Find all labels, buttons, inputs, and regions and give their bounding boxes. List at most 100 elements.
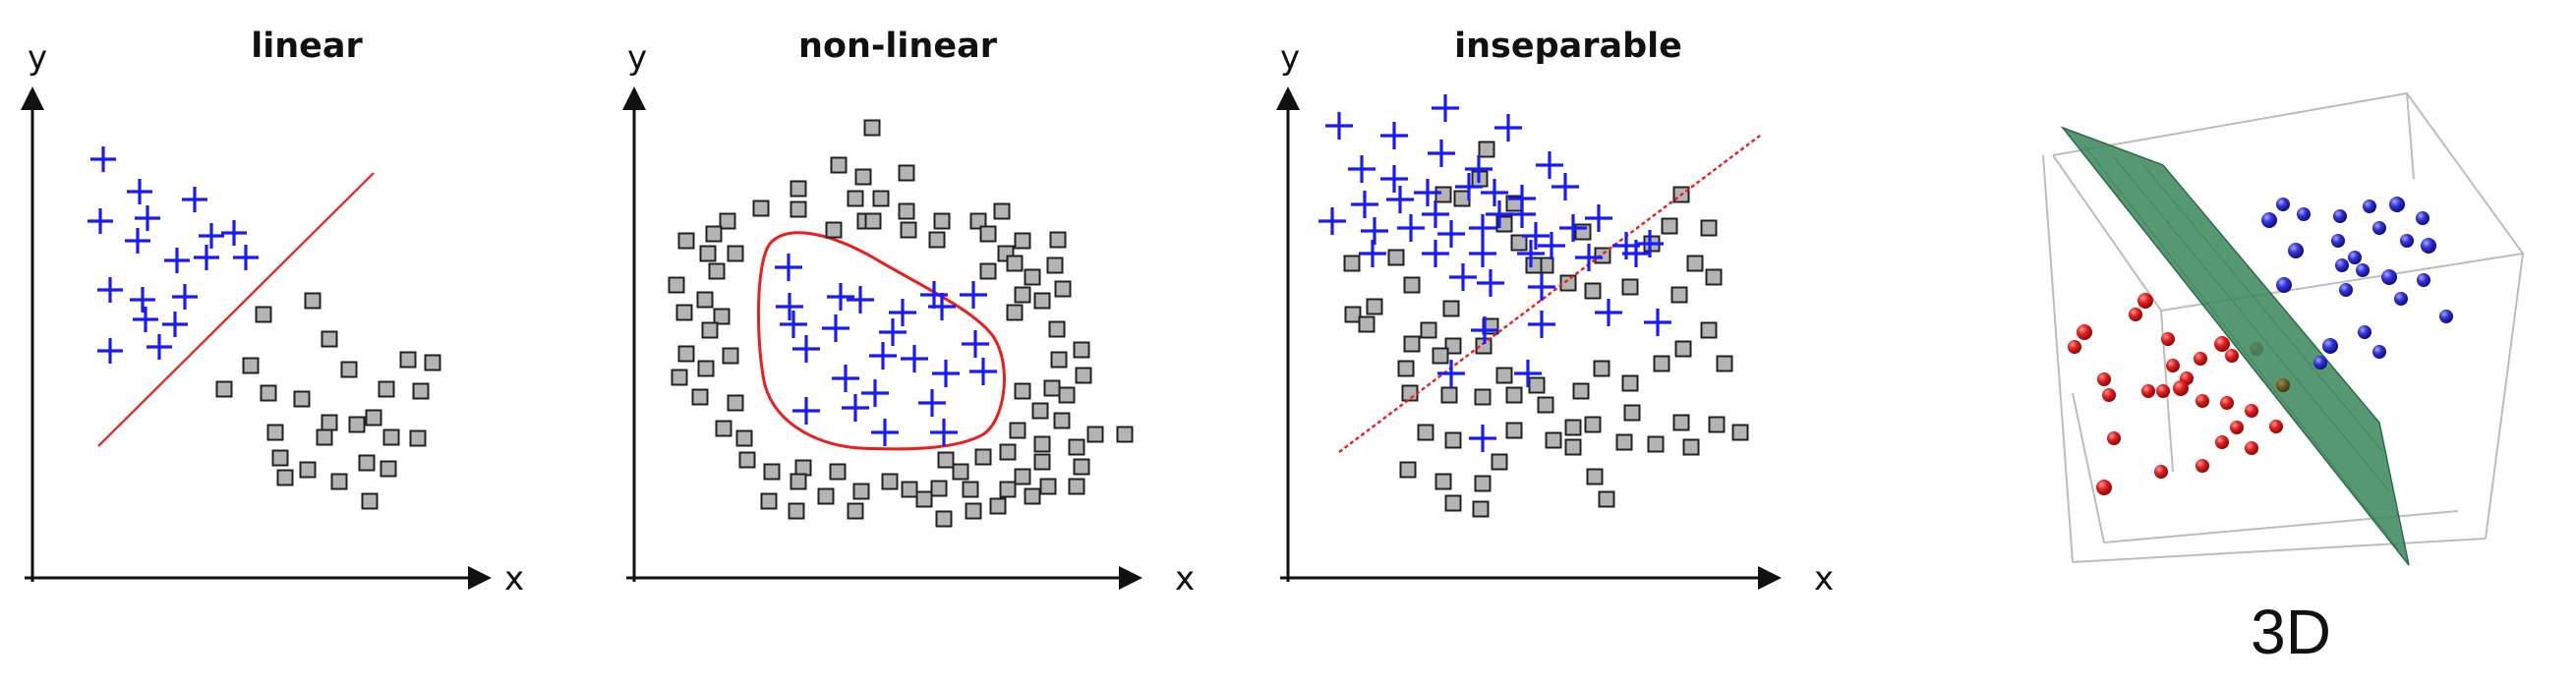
red-sphere-point: [2141, 384, 2155, 398]
square-marker: [1014, 468, 1031, 485]
plus-marker: [1522, 222, 1550, 250]
red-sphere-point: [2245, 404, 2258, 418]
square-marker: [1358, 315, 1376, 333]
square-marker: [974, 448, 992, 466]
plus-marker: [182, 187, 207, 212]
square-marker: [1495, 367, 1513, 384]
square-marker: [930, 480, 948, 497]
square-marker: [900, 221, 917, 239]
square-marker: [1024, 487, 1041, 505]
square-marker: [830, 156, 848, 174]
square-marker: [1440, 386, 1458, 404]
plane-grid-line: [2083, 144, 2400, 551]
plus-marker: [125, 228, 150, 254]
square-marker: [668, 276, 685, 294]
square-marker: [1621, 374, 1639, 392]
red-sphere-point: [2077, 324, 2092, 340]
plus-marker: [1517, 240, 1545, 267]
square-marker: [409, 429, 427, 447]
square-class-points: [215, 292, 441, 510]
square-marker: [321, 330, 338, 348]
plus-marker: [901, 345, 928, 372]
square-marker: [696, 291, 714, 309]
square-marker: [854, 168, 872, 186]
square-marker: [790, 473, 807, 490]
square-marker: [1043, 379, 1061, 397]
blue-sphere-point: [2297, 207, 2311, 221]
square-marker: [1653, 355, 1670, 372]
square-marker: [1686, 255, 1704, 272]
separating-plane-surface: [2060, 126, 2410, 566]
blue-sphere-point: [2313, 356, 2327, 370]
square-marker: [1009, 422, 1026, 439]
panel-inseparable: inseparable y x: [1276, 27, 1834, 598]
plus-marker: [1644, 309, 1671, 336]
separator-line: [97, 172, 375, 447]
square-marker: [1537, 396, 1554, 414]
blue-sphere-point: [2416, 211, 2430, 225]
panel-title: inseparable: [1454, 27, 1682, 66]
red-sphere-point: [2154, 465, 2168, 479]
square-marker: [727, 245, 744, 262]
plus-marker: [1471, 316, 1498, 344]
plus-marker: [847, 286, 874, 314]
blue-sphere-point: [2339, 283, 2353, 297]
square-marker: [1399, 461, 1417, 479]
y-axis-arrow-icon: [1276, 86, 1300, 110]
square-marker: [1647, 435, 1665, 453]
square-marker: [1672, 414, 1690, 431]
plus-marker: [130, 287, 155, 313]
plus-marker: [1437, 220, 1465, 248]
blue-sphere-point: [2381, 269, 2397, 285]
panel-linear: linear y x: [21, 27, 524, 598]
plus-marker: [792, 335, 820, 363]
box-edge: [2406, 92, 2415, 180]
blue-sphere-point: [2358, 325, 2371, 339]
blue-sphere-point: [2276, 277, 2292, 293]
square-marker: [881, 473, 899, 490]
plus-marker: [930, 419, 958, 446]
plus-marker: [1437, 360, 1465, 387]
red-sphere-point: [2215, 435, 2229, 449]
plus-marker: [1595, 299, 1622, 326]
blue-sphere-point: [2363, 200, 2376, 213]
plus-marker: [969, 358, 997, 385]
square-marker: [255, 306, 272, 323]
red-sphere-point: [2107, 431, 2121, 445]
square-marker: [708, 262, 726, 280]
square-marker: [760, 492, 778, 510]
y-axis-arrow-icon: [21, 86, 44, 110]
plus-marker: [932, 360, 960, 387]
plus-marker: [780, 311, 807, 338]
red-sphere-point: [2161, 332, 2175, 346]
square-marker: [962, 481, 979, 498]
y-axis-arrow-icon: [622, 86, 646, 110]
square-marker: [365, 409, 382, 427]
square-marker: [847, 190, 864, 207]
square-marker: [1572, 382, 1590, 400]
square-marker: [915, 490, 933, 508]
square-marker: [1472, 500, 1490, 518]
square-marker: [1584, 282, 1602, 300]
plus-marker: [1536, 151, 1563, 179]
plus-marker: [1551, 173, 1579, 200]
square-marker: [1593, 360, 1610, 377]
plus-marker: [775, 254, 802, 281]
square-marker: [1024, 268, 1041, 286]
square-marker: [424, 354, 441, 371]
red-sphere-point: [2156, 384, 2170, 398]
blue-sphere-point: [2322, 338, 2338, 354]
square-marker: [1058, 386, 1076, 404]
plus-marker: [1494, 114, 1522, 142]
plus-marker: [1318, 207, 1346, 235]
square-marker: [1420, 321, 1437, 339]
blue-sphere-point: [2421, 238, 2436, 254]
plus-marker: [1428, 140, 1455, 167]
square-marker: [671, 369, 688, 386]
blue-sphere-point: [2389, 197, 2405, 212]
square-marker: [1014, 232, 1031, 250]
blue-sphere-point: [2394, 292, 2408, 306]
square-marker: [361, 492, 379, 510]
square-marker: [1586, 468, 1604, 485]
